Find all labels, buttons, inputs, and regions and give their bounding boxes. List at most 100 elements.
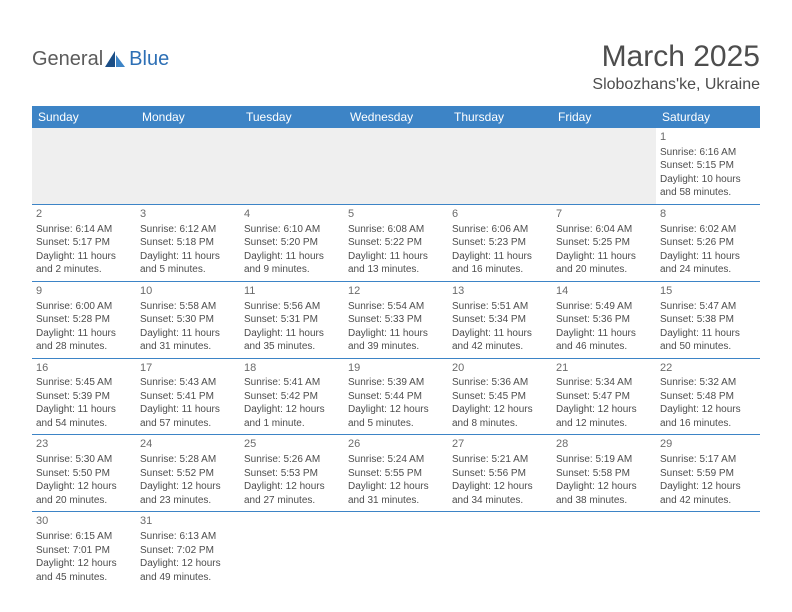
sunset-text: Sunset: 7:02 PM	[140, 544, 236, 558]
calendar-cell	[344, 512, 448, 588]
day-number: 2	[36, 207, 132, 222]
calendar-cell: 24Sunrise: 5:28 AMSunset: 5:52 PMDayligh…	[136, 435, 240, 512]
day-number: 23	[36, 437, 132, 452]
calendar-week-row: 16Sunrise: 5:45 AMSunset: 5:39 PMDayligh…	[32, 358, 760, 435]
day-number: 15	[660, 284, 756, 299]
calendar-cell	[240, 512, 344, 588]
calendar-table: Sunday Monday Tuesday Wednesday Thursday…	[32, 106, 760, 588]
daylight-text: Daylight: 10 hours and 58 minutes.	[660, 173, 756, 200]
sunrise-text: Sunrise: 6:14 AM	[36, 223, 132, 237]
location: Slobozhans'ke, Ukraine	[592, 76, 760, 94]
sunset-text: Sunset: 5:52 PM	[140, 467, 236, 481]
sunrise-text: Sunrise: 6:13 AM	[140, 530, 236, 544]
daylight-text: Daylight: 11 hours and 20 minutes.	[556, 250, 652, 277]
calendar-cell: 13Sunrise: 5:51 AMSunset: 5:34 PMDayligh…	[448, 281, 552, 358]
daylight-text: Daylight: 12 hours and 31 minutes.	[348, 480, 444, 507]
weekday-thursday: Thursday	[448, 106, 552, 128]
sunrise-text: Sunrise: 6:04 AM	[556, 223, 652, 237]
sunrise-text: Sunrise: 5:26 AM	[244, 453, 340, 467]
sunset-text: Sunset: 5:33 PM	[348, 313, 444, 327]
day-number: 29	[660, 437, 756, 452]
logo: General Blue	[32, 48, 169, 71]
sunset-text: Sunset: 5:59 PM	[660, 467, 756, 481]
calendar-cell: 4Sunrise: 6:10 AMSunset: 5:20 PMDaylight…	[240, 204, 344, 281]
sunrise-text: Sunrise: 5:36 AM	[452, 376, 548, 390]
sunset-text: Sunset: 5:17 PM	[36, 236, 132, 250]
weekday-sunday: Sunday	[32, 106, 136, 128]
calendar-cell: 25Sunrise: 5:26 AMSunset: 5:53 PMDayligh…	[240, 435, 344, 512]
sunset-text: Sunset: 5:34 PM	[452, 313, 548, 327]
calendar-cell: 3Sunrise: 6:12 AMSunset: 5:18 PMDaylight…	[136, 204, 240, 281]
calendar-cell	[552, 512, 656, 588]
sunrise-text: Sunrise: 5:28 AM	[140, 453, 236, 467]
calendar-cell: 2Sunrise: 6:14 AMSunset: 5:17 PMDaylight…	[32, 204, 136, 281]
calendar-cell: 30Sunrise: 6:15 AMSunset: 7:01 PMDayligh…	[32, 512, 136, 588]
sunset-text: Sunset: 5:30 PM	[140, 313, 236, 327]
day-number: 20	[452, 361, 548, 376]
calendar-cell: 5Sunrise: 6:08 AMSunset: 5:22 PMDaylight…	[344, 204, 448, 281]
day-number: 10	[140, 284, 236, 299]
daylight-text: Daylight: 12 hours and 23 minutes.	[140, 480, 236, 507]
logo-text-blue: Blue	[129, 48, 169, 71]
sunset-text: Sunset: 5:20 PM	[244, 236, 340, 250]
sunset-text: Sunset: 5:48 PM	[660, 390, 756, 404]
sunrise-text: Sunrise: 5:39 AM	[348, 376, 444, 390]
day-number: 6	[452, 207, 548, 222]
calendar-cell: 15Sunrise: 5:47 AMSunset: 5:38 PMDayligh…	[656, 281, 760, 358]
daylight-text: Daylight: 12 hours and 16 minutes.	[660, 403, 756, 430]
sunset-text: Sunset: 5:38 PM	[660, 313, 756, 327]
daylight-text: Daylight: 12 hours and 45 minutes.	[36, 557, 132, 584]
daylight-text: Daylight: 12 hours and 1 minute.	[244, 403, 340, 430]
day-number: 12	[348, 284, 444, 299]
calendar-cell: 23Sunrise: 5:30 AMSunset: 5:50 PMDayligh…	[32, 435, 136, 512]
calendar-cell: 29Sunrise: 5:17 AMSunset: 5:59 PMDayligh…	[656, 435, 760, 512]
sunset-text: Sunset: 5:15 PM	[660, 159, 756, 173]
daylight-text: Daylight: 11 hours and 2 minutes.	[36, 250, 132, 277]
sunset-text: Sunset: 5:22 PM	[348, 236, 444, 250]
calendar-cell: 12Sunrise: 5:54 AMSunset: 5:33 PMDayligh…	[344, 281, 448, 358]
sunset-text: Sunset: 5:55 PM	[348, 467, 444, 481]
daylight-text: Daylight: 11 hours and 16 minutes.	[452, 250, 548, 277]
daylight-text: Daylight: 11 hours and 24 minutes.	[660, 250, 756, 277]
sunrise-text: Sunrise: 5:54 AM	[348, 300, 444, 314]
calendar-cell: 14Sunrise: 5:49 AMSunset: 5:36 PMDayligh…	[552, 281, 656, 358]
day-number: 14	[556, 284, 652, 299]
calendar-cell: 8Sunrise: 6:02 AMSunset: 5:26 PMDaylight…	[656, 204, 760, 281]
sunrise-text: Sunrise: 5:17 AM	[660, 453, 756, 467]
sunrise-text: Sunrise: 5:56 AM	[244, 300, 340, 314]
daylight-text: Daylight: 11 hours and 9 minutes.	[244, 250, 340, 277]
daylight-text: Daylight: 11 hours and 39 minutes.	[348, 327, 444, 354]
daylight-text: Daylight: 11 hours and 50 minutes.	[660, 327, 756, 354]
daylight-text: Daylight: 11 hours and 31 minutes.	[140, 327, 236, 354]
calendar-cell: 1Sunrise: 6:16 AMSunset: 5:15 PMDaylight…	[656, 128, 760, 204]
sunset-text: Sunset: 5:31 PM	[244, 313, 340, 327]
day-number: 1	[660, 130, 756, 145]
calendar-cell: 11Sunrise: 5:56 AMSunset: 5:31 PMDayligh…	[240, 281, 344, 358]
day-number: 5	[348, 207, 444, 222]
sunrise-text: Sunrise: 6:16 AM	[660, 146, 756, 160]
sunrise-text: Sunrise: 5:30 AM	[36, 453, 132, 467]
calendar-cell: 27Sunrise: 5:21 AMSunset: 5:56 PMDayligh…	[448, 435, 552, 512]
sunset-text: Sunset: 5:56 PM	[452, 467, 548, 481]
day-number: 17	[140, 361, 236, 376]
day-number: 31	[140, 514, 236, 529]
day-number: 27	[452, 437, 548, 452]
calendar-cell	[32, 128, 136, 204]
day-number: 9	[36, 284, 132, 299]
day-number: 13	[452, 284, 548, 299]
weekday-friday: Friday	[552, 106, 656, 128]
calendar-cell: 7Sunrise: 6:04 AMSunset: 5:25 PMDaylight…	[552, 204, 656, 281]
daylight-text: Daylight: 12 hours and 20 minutes.	[36, 480, 132, 507]
daylight-text: Daylight: 12 hours and 49 minutes.	[140, 557, 236, 584]
daylight-text: Daylight: 11 hours and 54 minutes.	[36, 403, 132, 430]
sunset-text: Sunset: 5:23 PM	[452, 236, 548, 250]
sunrise-text: Sunrise: 5:58 AM	[140, 300, 236, 314]
logo-text-general: General	[32, 48, 103, 71]
daylight-text: Daylight: 11 hours and 28 minutes.	[36, 327, 132, 354]
daylight-text: Daylight: 11 hours and 46 minutes.	[556, 327, 652, 354]
sunrise-text: Sunrise: 6:15 AM	[36, 530, 132, 544]
daylight-text: Daylight: 11 hours and 57 minutes.	[140, 403, 236, 430]
day-number: 11	[244, 284, 340, 299]
sunrise-text: Sunrise: 5:49 AM	[556, 300, 652, 314]
calendar-cell: 18Sunrise: 5:41 AMSunset: 5:42 PMDayligh…	[240, 358, 344, 435]
